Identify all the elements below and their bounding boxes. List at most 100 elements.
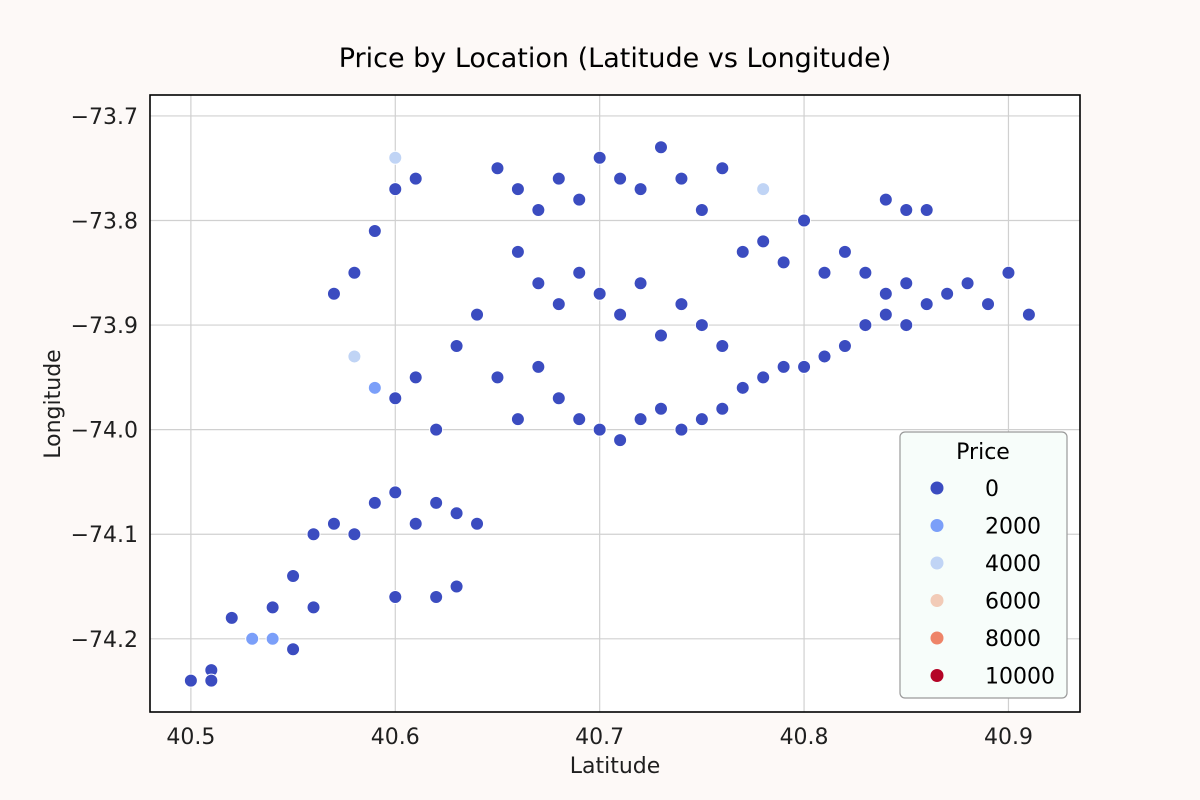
- data-point: [510, 412, 525, 427]
- data-point: [715, 338, 730, 353]
- legend-label: 10000: [985, 665, 1055, 690]
- y-tick-label: −74.2: [71, 628, 138, 653]
- y-tick-label: −73.8: [71, 209, 138, 234]
- data-point: [388, 485, 403, 500]
- legend-marker: [930, 519, 944, 532]
- data-point: [408, 370, 423, 385]
- legend-box: [899, 431, 1068, 699]
- data-point: [265, 600, 280, 615]
- data-point: [449, 579, 464, 594]
- data-point: [551, 391, 566, 406]
- data-point: [858, 265, 873, 280]
- data-point: [878, 192, 893, 207]
- x-axis-label: Latitude: [570, 754, 661, 779]
- legend-title: Price: [956, 440, 1010, 465]
- data-point: [797, 213, 812, 228]
- data-point: [919, 203, 934, 218]
- data-point: [592, 422, 607, 437]
- data-point: [592, 286, 607, 301]
- data-point: [776, 255, 791, 270]
- x-tick-label: 40.6: [371, 725, 420, 750]
- data-point: [347, 349, 362, 364]
- data-point: [449, 338, 464, 353]
- data-point: [470, 307, 485, 322]
- data-point: [633, 412, 648, 427]
- data-point: [653, 401, 668, 416]
- data-point: [613, 307, 628, 322]
- data-point: [613, 171, 628, 186]
- x-tick-label: 40.7: [575, 725, 624, 750]
- data-point: [572, 412, 587, 427]
- legend-label: 2000: [985, 515, 1041, 540]
- data-point: [756, 182, 771, 197]
- data-point: [899, 203, 914, 218]
- data-point: [592, 150, 607, 165]
- data-point: [633, 276, 648, 291]
- legend-entries: 0 2000 4000 6000 8000 10000: [930, 477, 1055, 690]
- data-point: [1001, 265, 1016, 280]
- data-point: [367, 380, 382, 395]
- data-point: [204, 673, 219, 688]
- data-point: [551, 171, 566, 186]
- data-point: [613, 433, 628, 448]
- data-point: [837, 338, 852, 353]
- data-point: [633, 182, 648, 197]
- legend-label: 6000: [985, 590, 1041, 615]
- legend-marker: [930, 594, 944, 607]
- data-point: [449, 506, 464, 521]
- data-point: [735, 380, 750, 395]
- data-point: [735, 244, 750, 259]
- data-point: [347, 527, 362, 542]
- data-point: [694, 203, 709, 218]
- data-point: [653, 140, 668, 155]
- x-tick-label: 40.5: [166, 725, 215, 750]
- data-point: [674, 171, 689, 186]
- data-point: [388, 150, 403, 165]
- legend-label: 0: [985, 477, 999, 502]
- data-point: [286, 569, 301, 584]
- data-point: [490, 161, 505, 176]
- legend-marker: [930, 481, 944, 495]
- data-point: [531, 359, 546, 374]
- y-axis-ticks: −73.7 −73.8 −73.9 −74.0 −74.1 −74.2: [71, 105, 138, 653]
- data-point: [531, 203, 546, 218]
- data-point: [899, 318, 914, 333]
- data-point: [694, 412, 709, 427]
- data-points: [183, 140, 1036, 688]
- data-point: [367, 223, 382, 238]
- data-point: [715, 401, 730, 416]
- data-point: [981, 297, 996, 312]
- data-point: [817, 349, 832, 364]
- y-axis-label: Longitude: [41, 349, 66, 458]
- x-tick-label: 40.8: [780, 725, 829, 750]
- data-point: [797, 359, 812, 374]
- data-point: [470, 516, 485, 531]
- legend-marker: [930, 556, 944, 570]
- x-tick-label: 40.9: [984, 725, 1033, 750]
- legend-label: 4000: [985, 552, 1041, 577]
- data-point: [960, 276, 975, 291]
- data-point: [674, 297, 689, 312]
- data-point: [265, 631, 280, 646]
- y-tick-label: −73.9: [71, 314, 138, 339]
- plot-frame: [149, 94, 1081, 713]
- data-point: [776, 359, 791, 374]
- y-tick-label: −74.0: [71, 419, 138, 444]
- data-point: [756, 234, 771, 249]
- data-point: [572, 265, 587, 280]
- data-point: [326, 516, 341, 531]
- y-tick-label: −74.1: [71, 523, 138, 548]
- data-point: [817, 265, 832, 280]
- data-point: [367, 495, 382, 510]
- data-point: [347, 265, 362, 280]
- legend-marker: [930, 631, 944, 645]
- legend: Price 0 2000 4000 6000 8000 10000: [899, 431, 1068, 699]
- x-axis-ticks: 40.5 40.6 40.7 40.8 40.9: [166, 725, 1033, 750]
- data-point: [408, 516, 423, 531]
- data-point: [715, 161, 730, 176]
- data-point: [388, 391, 403, 406]
- data-point: [878, 307, 893, 322]
- data-point: [572, 192, 587, 207]
- data-point: [429, 422, 444, 437]
